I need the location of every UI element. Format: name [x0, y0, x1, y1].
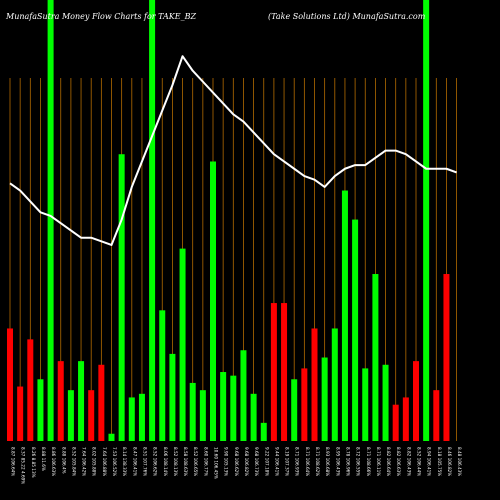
bar: [301, 368, 308, 441]
bar: [331, 328, 338, 441]
x-tick-label: 9.22 107.18%: [264, 447, 269, 476]
chart-title-right: (Take Solutions Ltd) MunafaSutra.com: [268, 12, 426, 21]
bar: [78, 361, 85, 441]
x-tick-label: 8.94 106.41%: [427, 447, 432, 476]
x-tick-label: 8.72 106.55%: [356, 447, 361, 476]
x-tick-label: 8.78 106.96%: [345, 447, 350, 476]
x-tick-label: 8.71 108.62%: [315, 447, 320, 476]
bar: [250, 393, 257, 441]
x-tick-label: 8.19 107.37%: [285, 447, 290, 476]
x-tick-label: 8.02 105.88%: [92, 447, 97, 476]
bar: [352, 219, 359, 441]
bar: [159, 310, 166, 441]
bar: [402, 397, 409, 441]
bar: [118, 154, 125, 442]
x-tick-label: 8.88 106.4%: [61, 447, 66, 474]
bar: [413, 361, 419, 441]
bar: [98, 364, 105, 441]
x-tick-label: 8.82 106.63%: [396, 447, 401, 476]
x-tick-label: 8.52 106.44%: [417, 447, 422, 476]
bar: [138, 393, 145, 441]
bar: [240, 350, 247, 441]
bar: [179, 248, 186, 441]
x-tick-label: 8.58 108.63%: [183, 447, 188, 476]
bar: [17, 386, 24, 441]
x-tick-label: 8.82 106.43%: [406, 447, 411, 476]
bar: [362, 368, 369, 441]
x-tick-label: 8.88 11.6%: [41, 447, 46, 471]
bar: [57, 361, 64, 441]
bar: [88, 390, 95, 441]
bar-series: [7, 0, 450, 442]
bar: [169, 353, 176, 441]
x-tick-label: 8.87 106.64%: [11, 447, 16, 476]
x-tick-label: 8.82 106.64%: [386, 447, 391, 476]
bar: [27, 339, 34, 441]
x-tick-label: 8.71 106.11%: [376, 447, 381, 476]
bar: [270, 303, 277, 441]
bar: [47, 0, 54, 441]
bar: [260, 422, 267, 441]
x-tick-label: 8.86 106.63%: [51, 447, 56, 476]
chart-title-left: MunafaSutra Money Flow Charts for TAKE_B…: [5, 12, 197, 21]
x-tick-label: 8.51 107.76%: [142, 447, 147, 476]
x-tick-label: 8.47 106.41%: [132, 447, 137, 476]
x-tick-label: 8.18 105.75%: [437, 447, 442, 476]
x-tick-label: 8.95 106.43%: [335, 447, 340, 476]
bar: [321, 357, 328, 441]
x-tick-label: 8.52 108.13%: [173, 447, 178, 476]
x-tick-label: 8.93 106.68%: [325, 447, 330, 476]
x-tick-label: 8.46 106.82%: [447, 447, 452, 476]
x-tick-label: 8.71 106.64%: [305, 447, 310, 476]
x-tick-label: 9.68 106.62%: [234, 447, 239, 476]
x-tick-label: 7.53 106.52%: [112, 447, 117, 476]
bar: [149, 0, 156, 441]
bar: [220, 372, 227, 441]
bar: [7, 328, 13, 441]
bar: [341, 190, 348, 441]
x-tick-label: 8.14 138.33%: [122, 447, 127, 476]
bar: [382, 364, 389, 441]
x-tick-label: 8.60 106.77%: [203, 447, 208, 476]
x-tick-label: 8.06 108.14%: [163, 447, 168, 476]
x-tick-label: 9.44 106.41%: [274, 447, 279, 476]
bar: [128, 397, 135, 441]
x-tick-label: 8.52 106.65%: [193, 447, 198, 476]
bar: [37, 379, 44, 441]
x-tick-label: 9.68 106.73%: [254, 447, 259, 476]
x-tick-label: 8.52 105.84%: [71, 447, 76, 476]
money-flow-line: [9, 55, 457, 246]
bar: [189, 382, 196, 441]
bar: [443, 274, 450, 441]
x-tick-label: 7.64 106.88%: [102, 447, 107, 476]
bar: [67, 390, 74, 441]
x-tick-label: 8.26 8.85 13%: [31, 447, 36, 478]
x-tick-label: 8.52 106.62%: [153, 447, 158, 476]
bar: [108, 433, 115, 441]
x-tick-labels: 8.87 106.64% 8.37 85.22 4.69% 8.26 8.85 13…: [11, 447, 463, 484]
x-tick-label: 8.71 106.93%: [295, 447, 300, 476]
x-tick-label: 8.71 108.66%: [366, 447, 371, 476]
bar: [291, 379, 298, 441]
x-tick-label: 9.90 105.13%: [224, 447, 229, 476]
bar: [372, 274, 379, 441]
bar: [230, 375, 237, 441]
bar: [199, 390, 206, 441]
x-tick-label: 8.37 85.22 4.69%: [21, 447, 26, 484]
bar: [423, 0, 430, 441]
bar: [210, 161, 216, 442]
bar: [311, 328, 318, 441]
x-tick-label: 8.48 106.43%: [457, 447, 462, 476]
bar: [281, 303, 288, 441]
x-tick-label: 9.68 106.82%: [244, 447, 249, 476]
bar: [433, 390, 440, 441]
bar: [392, 404, 399, 441]
x-tick-label: 7.64 106.42%: [82, 447, 87, 476]
x-tick-label: 10.60 106.45%: [214, 447, 219, 479]
